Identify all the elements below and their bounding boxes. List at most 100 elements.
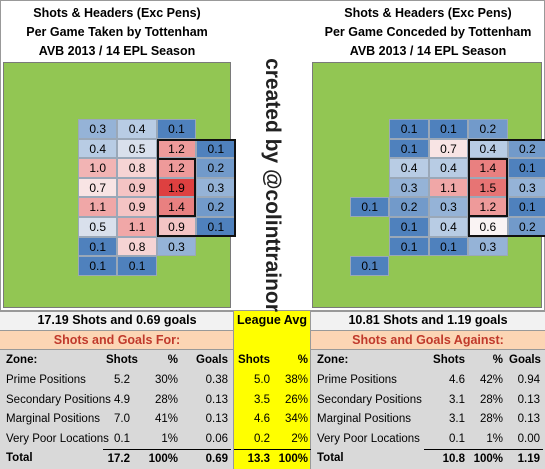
table-cell: 0.13 xyxy=(517,413,540,425)
zone-cell: 0.8 xyxy=(117,158,157,178)
table-cell: 7.0 xyxy=(114,413,130,425)
zone-cell: 0.4 xyxy=(468,138,508,159)
zone-cell: 0.3 xyxy=(507,177,545,198)
zone-cell: 0.1 xyxy=(117,256,157,276)
column-header: Zone: xyxy=(317,354,349,366)
zone-cell: 0.2 xyxy=(196,197,236,217)
table-cell: 0.13 xyxy=(205,413,228,425)
table-cell: Secondary Positions xyxy=(6,393,111,406)
table-cell: 3.1 xyxy=(449,393,465,406)
table-cell: 17.2 xyxy=(103,449,133,469)
zone-cell: 0.3 xyxy=(196,177,236,198)
table-cell: 100% xyxy=(273,449,311,469)
zone-cell: 0.4 xyxy=(428,217,469,237)
table-heading: Shots and Goals For: xyxy=(53,333,181,347)
table-cell: 28% xyxy=(154,393,178,406)
table-cell: 0.69 xyxy=(181,449,231,469)
table-cell: 10.8 xyxy=(424,449,468,469)
panel-title: AVB 2013 / 14 EPL Season xyxy=(38,44,196,58)
table-heading: Shots and Goals Against: xyxy=(352,333,504,347)
table-cell: Marginal Positions xyxy=(317,413,411,425)
table-cell: Total xyxy=(6,452,33,464)
zone-cell: 1.0 xyxy=(78,158,118,178)
column-header: Shots xyxy=(433,354,465,366)
panel-title: Per Game Conceded by Tottenham xyxy=(324,25,532,39)
zone-cell: 0.7 xyxy=(78,177,118,198)
table-cell: 2% xyxy=(291,432,308,445)
table-cell: Secondary Positions xyxy=(317,393,422,406)
zone-cell: 0.1 xyxy=(350,197,390,217)
zone-cell: 0.1 xyxy=(389,217,429,237)
zone-cell: 0.4 xyxy=(117,119,157,139)
table-cell: 28% xyxy=(479,413,503,425)
zone-cell: 0.5 xyxy=(117,138,157,159)
zone-cell: 0.1 xyxy=(156,119,197,139)
prime-zone xyxy=(156,158,197,217)
zone-cell: 1.4 xyxy=(156,197,197,217)
zone-cell: 1.4 xyxy=(468,158,508,178)
zone-cell: 0.2 xyxy=(196,158,236,178)
zone-cell: 0.1 xyxy=(507,158,545,178)
table-cell: Prime Positions xyxy=(6,374,86,386)
zone-cell: 0.9 xyxy=(117,197,157,217)
zone-cell: 0.3 xyxy=(468,236,508,257)
league-heading: League Avg xyxy=(237,313,307,327)
table-cell: 3.5 xyxy=(254,393,270,406)
column-header: Shots xyxy=(106,354,138,366)
zone-cell: 0.3 xyxy=(428,197,469,217)
table-cell: 0.13 xyxy=(517,393,540,406)
zone-cell: 1.1 xyxy=(78,197,118,217)
table-cell: 34% xyxy=(284,413,308,425)
zone-cell: 0.1 xyxy=(389,138,429,159)
column-header: % xyxy=(167,354,178,366)
table-cell: 0.1 xyxy=(114,432,130,445)
table-cell: 1% xyxy=(486,432,503,445)
zone-cell: 0.2 xyxy=(468,119,508,139)
table-cell: 26% xyxy=(284,393,308,406)
zone-cell: 0.2 xyxy=(507,138,545,159)
table-cell: 5.2 xyxy=(114,374,130,386)
zone-cell: 0.3 xyxy=(389,177,429,198)
panel-title: Shots & Headers (Exc Pens) xyxy=(344,6,512,20)
zone-cell: 1.1 xyxy=(428,177,469,198)
zone-cell: 0.4 xyxy=(78,138,118,159)
table-cell: 4.6 xyxy=(449,374,465,386)
summary: 10.81 Shots and 1.19 goals xyxy=(348,313,508,327)
table-cell: Prime Positions xyxy=(317,374,397,386)
table-cell: Marginal Positions xyxy=(6,413,100,425)
table-cell: 41% xyxy=(154,413,178,425)
column-header: Goals xyxy=(196,354,228,366)
table-cell: 28% xyxy=(479,393,503,406)
table-cell: 100% xyxy=(468,449,506,469)
column-header: % xyxy=(492,354,503,366)
zone-cell: 0.5 xyxy=(78,217,118,237)
table-cell: 3.1 xyxy=(449,413,465,425)
panel-title: AVB 2013 / 14 EPL Season xyxy=(349,44,507,58)
summary: 17.19 Shots and 0.69 goals xyxy=(37,313,197,327)
credit: created by @colinttrainor xyxy=(261,58,284,312)
table-cell: 38% xyxy=(284,374,308,386)
zone-cell: 1.1 xyxy=(117,217,157,237)
zone-cell: 1.9 xyxy=(156,177,197,198)
zone-cell: 0.3 xyxy=(78,119,118,139)
panel-title: Shots & Headers (Exc Pens) xyxy=(33,6,201,20)
panel-title: Per Game Taken by Tottenham xyxy=(26,25,208,39)
zone-cell: 0.1 xyxy=(78,236,118,257)
column-header: Shots xyxy=(238,354,270,366)
table-cell: 13.3 xyxy=(234,449,273,469)
table-cell: 0.13 xyxy=(205,393,228,406)
table-cell: 5.0 xyxy=(254,374,270,386)
table-cell: 4.9 xyxy=(114,393,130,406)
table-cell: 4.6 xyxy=(254,413,270,425)
zone-cell: 0.4 xyxy=(389,158,429,178)
table-cell: 1% xyxy=(161,432,178,445)
table-cell: 0.94 xyxy=(517,374,540,386)
table-cell: 0.2 xyxy=(254,432,270,445)
table-cell: 30% xyxy=(154,374,178,386)
zone-cell: 0.7 xyxy=(428,138,469,159)
zone-cell: 0.1 xyxy=(428,119,469,139)
table-cell: 1.19 xyxy=(506,449,543,469)
table-cell: 100% xyxy=(133,449,181,469)
zone-cell: 0.4 xyxy=(428,158,469,178)
